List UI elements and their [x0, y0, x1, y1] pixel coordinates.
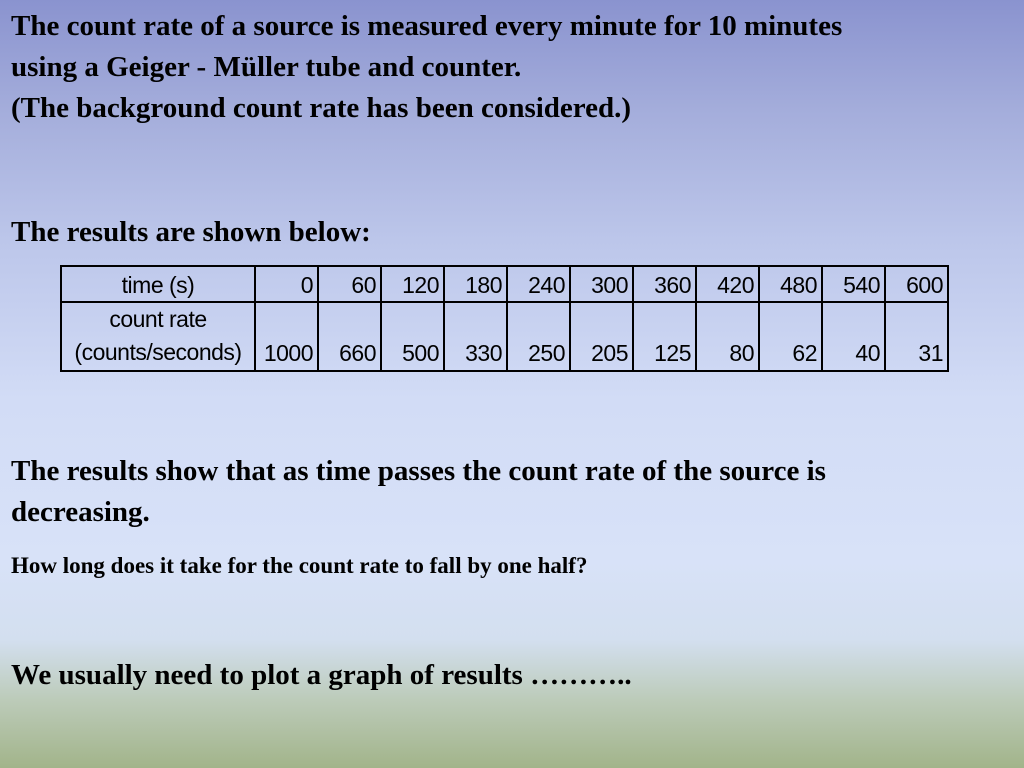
time-cell: 420: [695, 265, 760, 303]
count-rate-cell: 205: [569, 301, 634, 372]
time-cell: 60: [317, 265, 382, 303]
intro-line-3: (The background count rate has been cons…: [11, 92, 632, 124]
time-row: time (s) 0 60 120 180 240 300 360 420 48…: [60, 265, 949, 303]
count-rate-cell: 660: [317, 301, 382, 372]
count-rate-cell: 31: [884, 301, 949, 372]
time-cell: 360: [632, 265, 697, 303]
count-rate-label-line-2: (counts/seconds): [74, 339, 242, 365]
count-rate-cell: 125: [632, 301, 697, 372]
intro-line-1: The count rate of a source is measured e…: [11, 10, 843, 42]
count-rate-row: count rate (counts/seconds) 1000 660 500 …: [60, 301, 949, 372]
time-label: time (s): [60, 265, 256, 303]
time-cell: 540: [821, 265, 886, 303]
count-rate-label: count rate (counts/seconds): [60, 301, 256, 372]
time-cell: 240: [506, 265, 571, 303]
conclusion-text: The results show that as time passes the…: [11, 451, 826, 533]
count-rate-cell: 62: [758, 301, 823, 372]
count-rate-label-line-1: count rate: [109, 306, 207, 332]
count-rate-cell: 80: [695, 301, 760, 372]
intro-line-2: using a Geiger - Müller tube and counter…: [11, 51, 522, 83]
time-cell: 480: [758, 265, 823, 303]
half-life-question: How long does it take for the count rate…: [11, 553, 588, 578]
conclusion-line-2: decreasing.: [11, 496, 150, 528]
count-rate-cell: 250: [506, 301, 571, 372]
time-cell: 120: [380, 265, 445, 303]
count-rate-cell: 1000: [254, 301, 319, 372]
intro-text: The count rate of a source is measured e…: [11, 6, 842, 129]
count-rate-cell: 40: [821, 301, 886, 372]
count-rate-cell: 330: [443, 301, 508, 372]
time-cell: 300: [569, 265, 634, 303]
plot-graph-note: We usually need to plot a graph of resul…: [11, 659, 632, 691]
results-table: time (s) 0 60 120 180 240 300 360 420 48…: [60, 265, 949, 372]
conclusion-line-1: The results show that as time passes the…: [11, 455, 826, 487]
count-rate-cell: 500: [380, 301, 445, 372]
time-cell: 0: [254, 265, 319, 303]
results-heading: The results are shown below:: [11, 216, 371, 248]
time-cell: 600: [884, 265, 949, 303]
time-cell: 180: [443, 265, 508, 303]
